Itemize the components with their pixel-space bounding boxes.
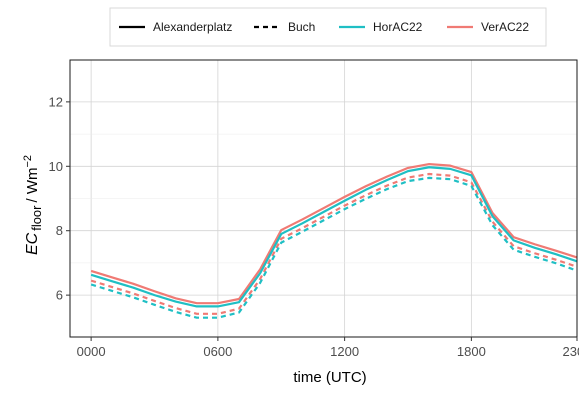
legend-label-verac22: VerAC22 bbox=[481, 20, 529, 34]
legend-label-horac22: HorAC22 bbox=[373, 20, 423, 34]
legend: Alexanderplatz Buch HorAC22 VerAC22 bbox=[109, 7, 547, 47]
y-axis-title-main: EC bbox=[24, 232, 41, 255]
x-tick-label-3: 1800 bbox=[457, 344, 486, 359]
series-line-alexanderplatz-horac22 bbox=[90, 166, 578, 308]
y-tick-label-1: 8 bbox=[56, 223, 63, 238]
panel-border bbox=[69, 59, 578, 338]
legend-label-alexanderplatz: Alexanderplatz bbox=[153, 20, 232, 34]
grid bbox=[70, 60, 578, 337]
x-axis-title: time (UTC) bbox=[293, 369, 366, 386]
x-tick-label-2: 1200 bbox=[330, 344, 359, 359]
y-axis-title-sub: floor bbox=[29, 205, 44, 231]
y-tick-label-0: 6 bbox=[56, 288, 63, 303]
y-tick-label-3: 12 bbox=[49, 94, 63, 109]
y-axis-title-unit: / Wm bbox=[24, 168, 41, 203]
y-axis-title: ECfloor / Wm−2 bbox=[22, 155, 44, 255]
y-axis-title-exp: −2 bbox=[22, 155, 34, 168]
series-line-buch-verac22 bbox=[90, 172, 578, 315]
x-tick-label-1: 0600 bbox=[203, 344, 232, 359]
y-tick-label-2: 10 bbox=[49, 159, 63, 174]
series-line-buch-horac22 bbox=[90, 176, 578, 319]
series-layer bbox=[90, 162, 578, 319]
series-line-alexanderplatz-verac22 bbox=[90, 162, 578, 305]
legend-label-buch: Buch bbox=[288, 20, 315, 34]
legend-box bbox=[109, 7, 547, 47]
x-tick-label-4: 2300 bbox=[563, 344, 579, 359]
axes: 0000 0600 1200 1800 2300 6 8 10 12 bbox=[49, 94, 579, 359]
x-tick-label-0: 0000 bbox=[77, 344, 106, 359]
